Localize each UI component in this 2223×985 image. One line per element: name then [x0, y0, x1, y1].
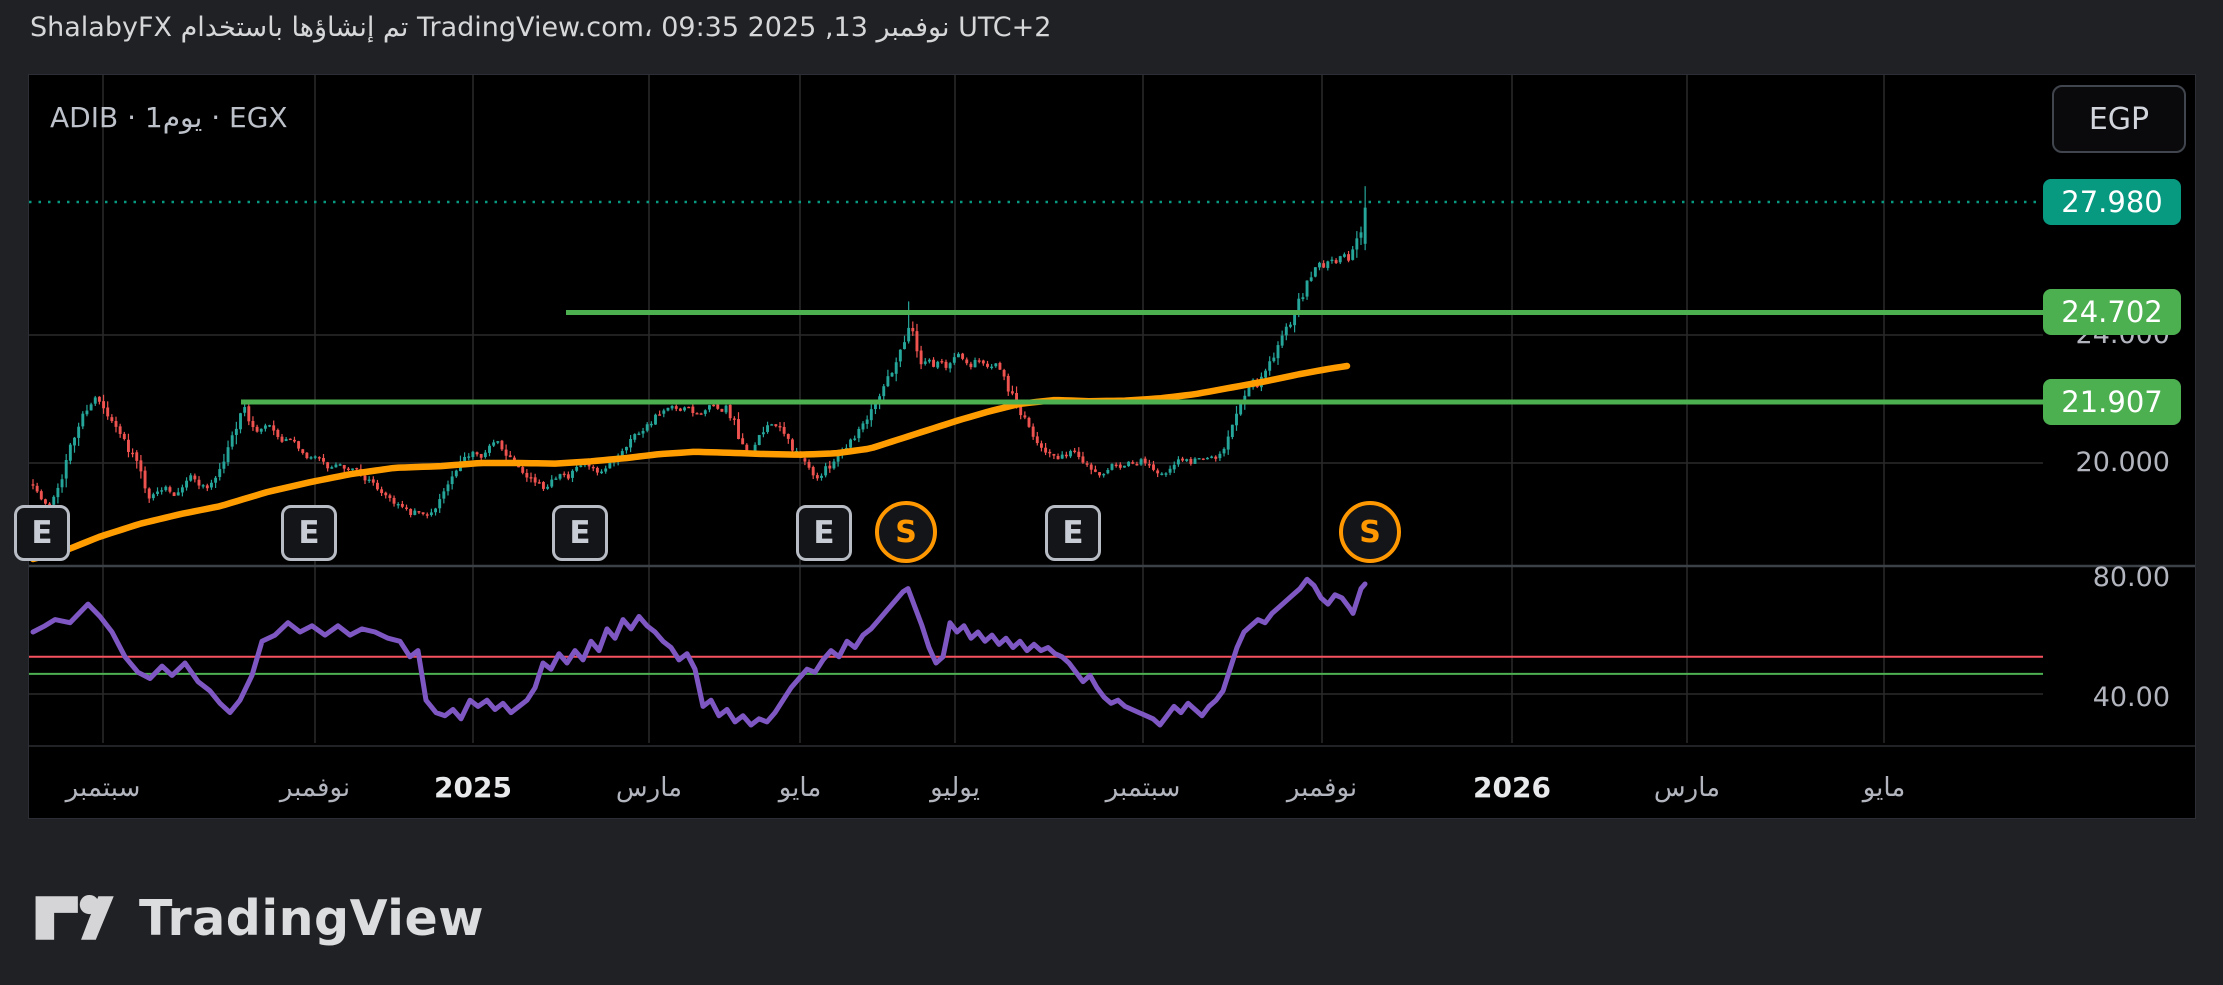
tradingview-logo-mark — [35, 894, 114, 940]
currency-button[interactable]: EGP — [2052, 85, 2186, 153]
grid-lines — [29, 75, 2043, 743]
rsi-line[interactable] — [30, 576, 1368, 728]
time-axis-label: مارس — [615, 773, 683, 803]
earnings-marker[interactable]: E — [796, 505, 852, 561]
earnings-marker[interactable]: E — [1045, 505, 1101, 561]
tradingview-footer[interactable]: TradingView — [33, 882, 484, 954]
tradingview-wordmark: TradingView — [139, 889, 484, 947]
rsi-axis-label: 40.00 — [2092, 682, 2170, 713]
time-axis-label: سبتمبر — [65, 773, 141, 803]
candles-layer[interactable] — [31, 186, 1367, 519]
split-dividend-marker[interactable]: S — [875, 501, 937, 563]
attribution-text: ShalabyFX تم إنشاؤها باستخدام TradingVie… — [30, 12, 1052, 43]
time-axis-label: نوفمبر — [1286, 773, 1358, 803]
earnings-marker[interactable]: E — [14, 505, 70, 561]
split-dividend-marker[interactable]: S — [1339, 501, 1401, 563]
earnings-marker[interactable]: E — [552, 505, 608, 561]
price-level-badge: 21.907 — [2043, 379, 2181, 425]
symbol-title: ADIB · 1يوم · EGX — [50, 101, 288, 134]
time-axis-label: مايو — [778, 773, 822, 803]
time-axis-label: مارس — [1653, 773, 1721, 803]
last-price-badge: 27.980 — [2043, 179, 2181, 225]
chart-area[interactable] — [29, 75, 2195, 818]
time-axis-label: 2026 — [1473, 771, 1551, 804]
time-axis-label: سبتمبر — [1105, 773, 1181, 803]
support-resistance-lines[interactable] — [241, 310, 2043, 405]
price-level-badge: 24.702 — [2043, 289, 2181, 335]
time-axis-label: 2025 — [434, 771, 512, 804]
rsi-axis-label: 80.00 — [2092, 562, 2170, 593]
earnings-marker[interactable]: E — [281, 505, 337, 561]
time-axis-label: مايو — [1862, 773, 1906, 803]
price-axis-label: 20.000 — [2075, 447, 2170, 478]
rsi-panel[interactable] — [29, 576, 2043, 728]
price-panel[interactable] — [29, 186, 1367, 563]
time-axis-label: يوليو — [930, 773, 980, 803]
chart-canvas[interactable] — [29, 75, 2195, 818]
time-axis-label: نوفمبر — [279, 773, 351, 803]
